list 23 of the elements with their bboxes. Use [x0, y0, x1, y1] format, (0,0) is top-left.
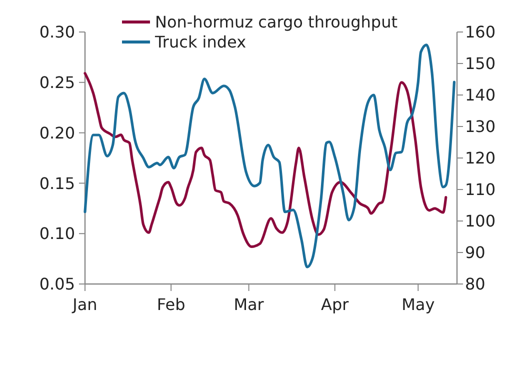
y-tick-label: 0.05: [39, 274, 75, 294]
y-tick-label: 0.30: [39, 22, 75, 42]
y-tick-label: 0.15: [39, 174, 75, 193]
y2-tick-label: 80: [465, 274, 486, 294]
y2-tick-label: 120: [465, 148, 496, 168]
y-tick-label: 0.10: [39, 224, 75, 244]
x-tick-label: Apr: [321, 295, 350, 314]
y-tick-label: 0.20: [39, 123, 75, 142]
x-tick-label: Feb: [156, 295, 186, 314]
y2-tick-label: 90: [465, 243, 486, 262]
x-tick-label: May: [402, 295, 435, 314]
legend-label: Truck index: [154, 32, 246, 52]
y2-tick-label: 160: [465, 22, 496, 42]
line-series: [84, 72, 448, 248]
y2-tick-label: 110: [465, 180, 496, 200]
y-tick-label: 0.25: [39, 73, 75, 92]
y2-tick-label: 140: [465, 86, 496, 105]
x-tick-label: Jan: [72, 295, 98, 314]
y2-tick-label: 130: [465, 117, 496, 136]
y2-tick-label: 150: [465, 54, 496, 74]
x-tick-label: Mar: [234, 295, 264, 314]
y2-tick-label: 100: [465, 212, 496, 231]
legend-label: Non-hormuz cargo throughput: [155, 12, 398, 32]
